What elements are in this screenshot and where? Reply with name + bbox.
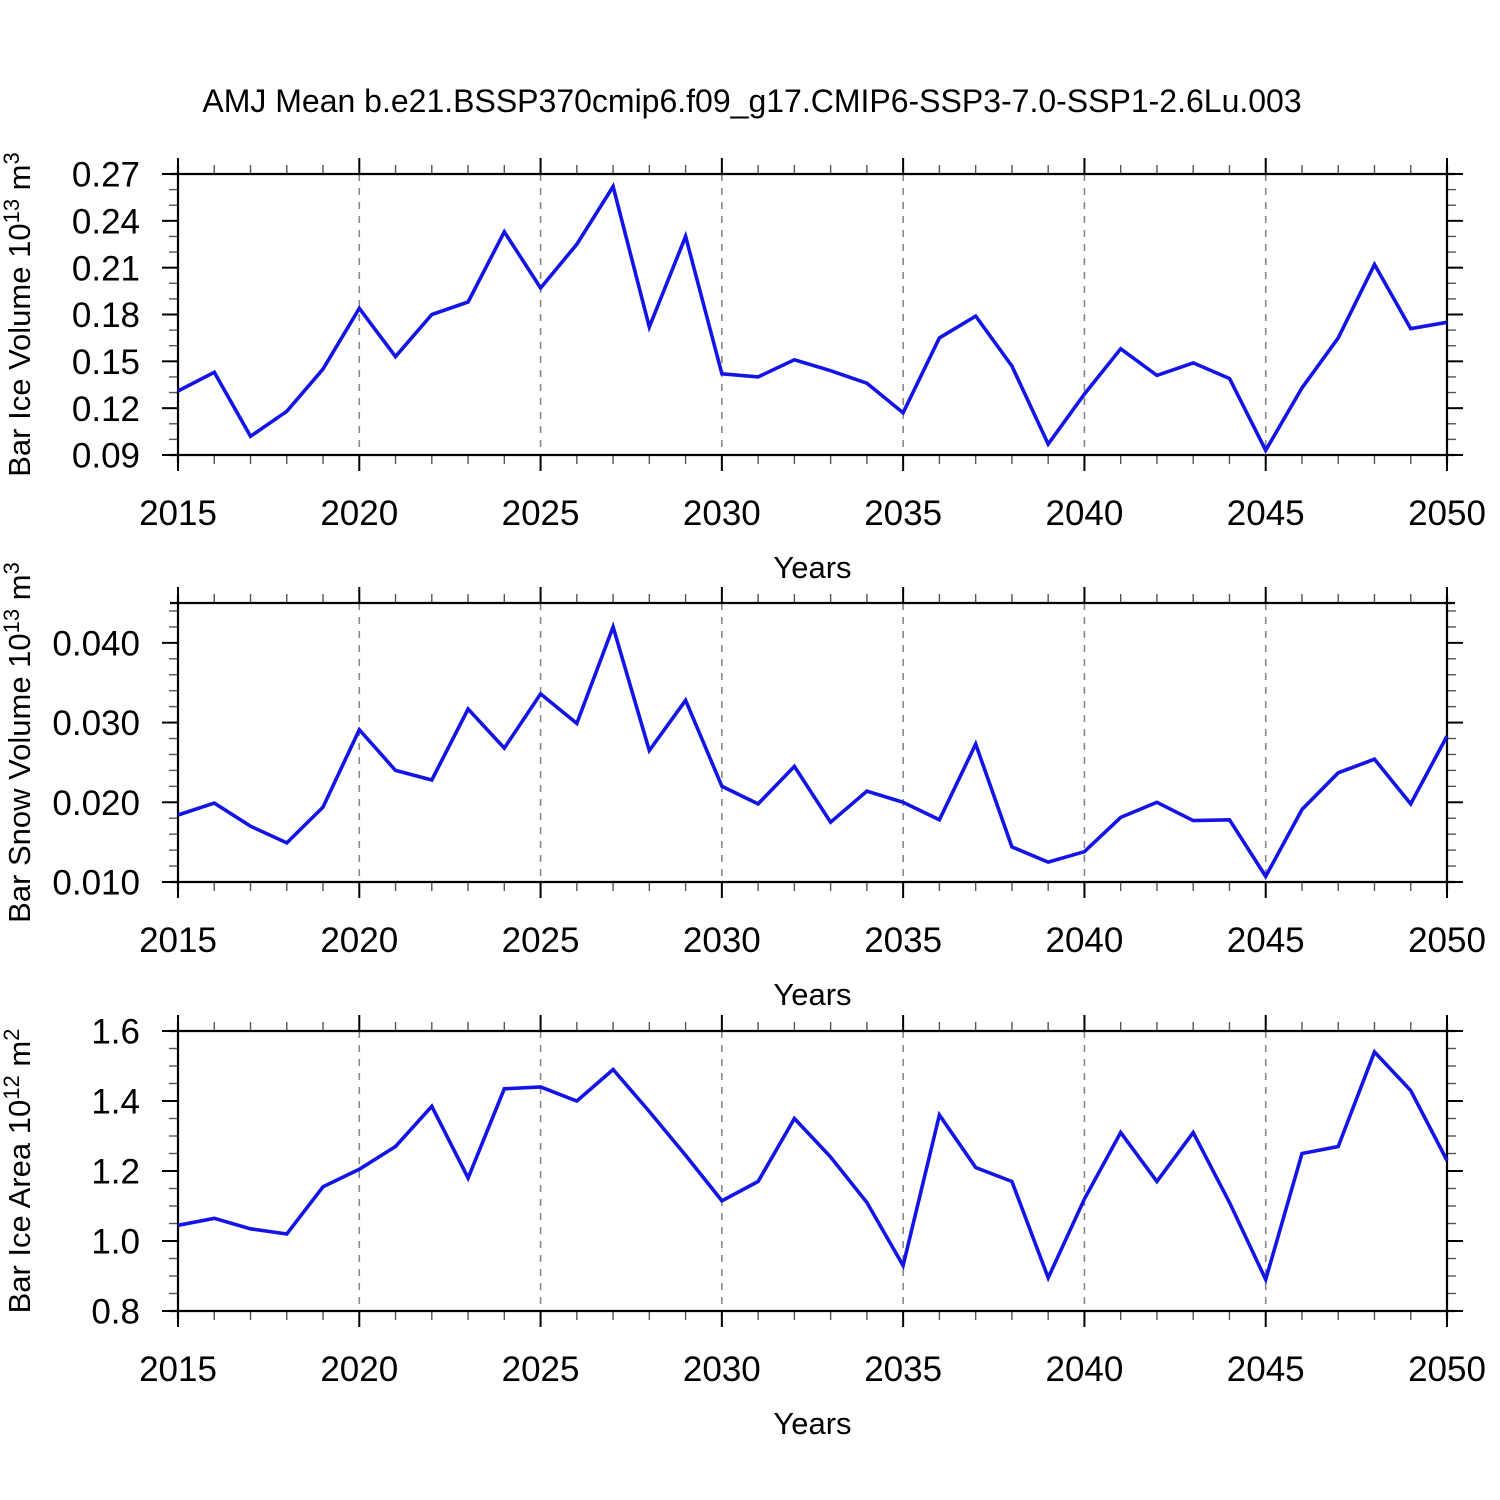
y-tick-label: 0.18 (72, 296, 140, 335)
y-tick-label: 1.0 (91, 1223, 140, 1262)
y-tick-label: 0.21 (72, 249, 140, 288)
x-tick-label: 2040 (1045, 1350, 1123, 1389)
y-tick-label: 1.6 (91, 1013, 140, 1052)
x-axis-title: Years (773, 977, 851, 1012)
x-tick-label: 2025 (502, 494, 580, 533)
y-tick-label: 0.24 (72, 202, 140, 241)
y-tick-label: 0.040 (52, 624, 140, 663)
ice-area-line (177, 1048, 1449, 1285)
x-tick-label: 2040 (1045, 921, 1123, 960)
ice-volume-line (177, 182, 1448, 455)
x-tick-label: 2020 (320, 1350, 398, 1389)
x-tick-label: 2030 (683, 494, 761, 533)
y-axis-title: Bar Ice Area 1012 m2 (0, 1029, 37, 1314)
x-tick-label: 2050 (1408, 1350, 1486, 1389)
x-axis-title: Years (773, 1406, 851, 1441)
snow-volume-line (177, 621, 1449, 880)
y-tick-label: 0.010 (52, 864, 140, 903)
x-tick-label: 2035 (864, 494, 942, 533)
x-axis-title: Years (773, 550, 851, 585)
snow-volume-chart: 0.010 0.020 0.030 0.040 2015 2020 2025 2030 2035… (0, 562, 1486, 1012)
y-tick-label: 0.030 (52, 704, 140, 743)
x-tick-label: 2045 (1227, 921, 1305, 960)
x-tick-label: 2050 (1408, 921, 1486, 960)
y-tick-label: 0.12 (72, 390, 140, 429)
x-tick-label: 2040 (1045, 494, 1123, 533)
x-tick-label: 2030 (683, 1350, 761, 1389)
x-tick-label: 2045 (1227, 494, 1305, 533)
y-tick-label: 1.2 (91, 1153, 140, 1192)
y-tick-label: 1.4 (91, 1083, 140, 1122)
x-tick-label: 2015 (139, 1350, 217, 1389)
figure-title: AMJ Mean b.e21.BSSP370cmip6.f09_g17.CMIP… (202, 83, 1301, 119)
y-tick-label: 0.27 (72, 156, 140, 195)
y-tick-label: 0.09 (72, 437, 140, 476)
y-axis-title: Bar Ice Volume 1013 m3 (0, 152, 37, 477)
y-tick-label: 0.15 (72, 343, 140, 382)
x-tick-label: 2035 (864, 921, 942, 960)
x-tick-label: 2035 (864, 1350, 942, 1389)
ice-area-chart: 0.8 1.0 1.2 1.4 1.6 2015 2020 2025 2030 2035 2040 2… (0, 1013, 1486, 1441)
y-axis-title: Bar Snow Volume 1013 m3 (0, 562, 37, 923)
x-tick-label: 2020 (320, 921, 398, 960)
y-tick-label: 0.8 (91, 1293, 140, 1332)
x-tick-label: 2015 (139, 921, 217, 960)
x-tick-label: 2045 (1227, 1350, 1305, 1389)
x-tick-label: 2050 (1408, 494, 1486, 533)
charts-root: 0.09 0.12 0.15 0.18 0.21 0.24 0.27 2015 2020 2025… (0, 152, 1486, 1441)
ice-volume-chart: 0.09 0.12 0.15 0.18 0.21 0.24 0.27 2015 2020 2025… (0, 152, 1486, 585)
x-tick-label: 2025 (502, 921, 580, 960)
x-tick-label: 2020 (320, 494, 398, 533)
x-tick-label: 2025 (502, 1350, 580, 1389)
y-tick-label: 0.020 (52, 784, 140, 823)
x-tick-label: 2015 (139, 494, 217, 533)
x-tick-label: 2030 (683, 921, 761, 960)
